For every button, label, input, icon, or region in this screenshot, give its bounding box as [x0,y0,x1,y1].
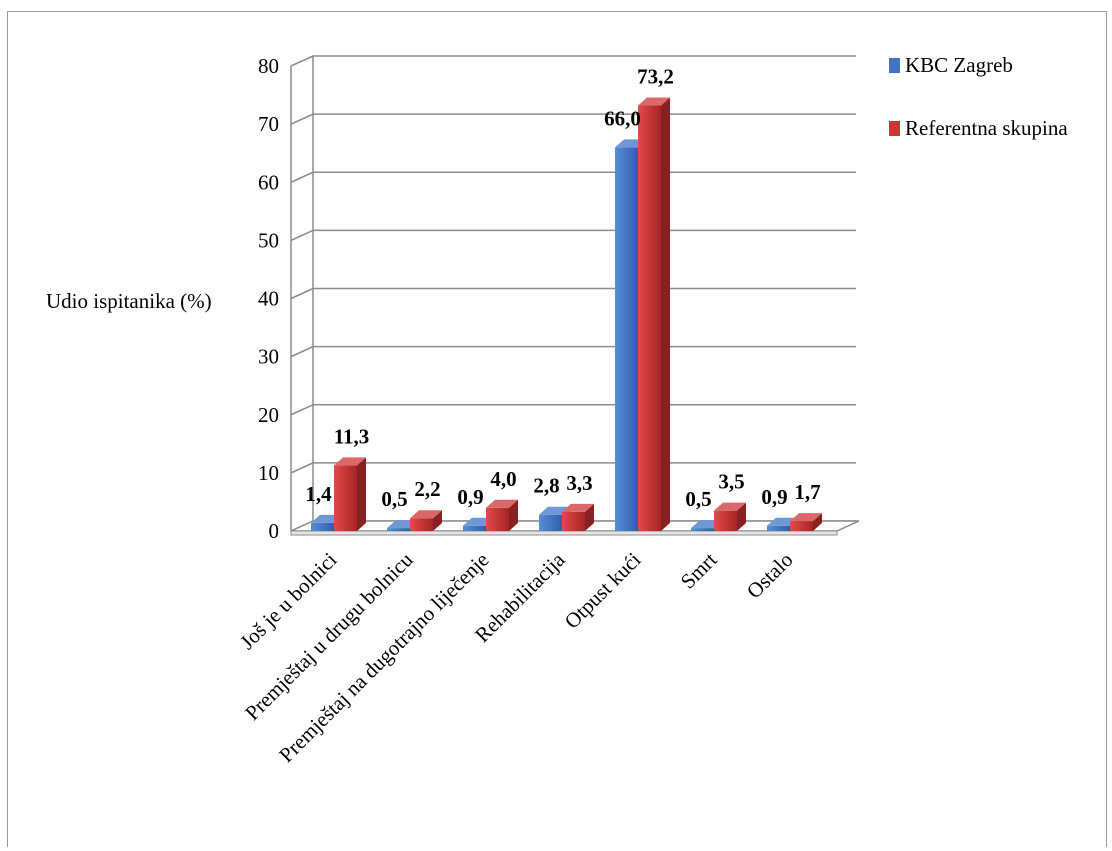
data-label: 0,5 [381,487,407,511]
bar-side [585,503,594,531]
data-label: 3,5 [718,470,744,494]
gridline [290,462,856,474]
data-labels: 1,4 11,3 0,5 2,2 0,9 4,0 2,8 3,3 66,0 73,2 0,5 3,5 0… [305,65,820,512]
data-label: 11,3 [334,424,370,448]
bar-side [509,499,518,531]
bar [562,503,594,531]
x-tick-label: Otpust kući [560,547,646,633]
data-label: 0,5 [685,487,711,511]
bar-front [539,514,562,531]
y-tick-label: 80 [258,54,279,78]
bar-front [615,147,638,531]
bar-front [691,528,714,531]
y-tick-label: 50 [258,228,279,252]
x-tick-label: Ostalo [742,548,798,604]
bar-front [790,521,813,531]
legend: KBC Zagreb Referentna skupina [889,53,1068,140]
y-tick-label: 0 [269,519,280,543]
y-axis-ticks: 0 10 20 30 40 50 60 70 80 [258,54,279,543]
bar-side [737,502,746,531]
legend-item: KBC Zagreb [889,53,1013,77]
gridlines [290,55,856,532]
legend-label: Referentna skupina [905,116,1068,140]
bar [638,97,670,532]
data-label: 2,8 [533,474,559,498]
data-label: 73,2 [637,65,674,89]
bar [714,502,746,531]
data-label: 3,3 [566,471,592,495]
bar-top [638,97,670,106]
bar [334,457,366,531]
floor-edge [290,530,838,536]
data-label: 4,0 [490,467,516,491]
y-axis-title: Udio ispitanika (%) [46,289,212,313]
bar-side [661,97,670,532]
bar-front [410,518,433,531]
y-tick-label: 30 [258,345,279,369]
bar-front [334,465,357,531]
bar-front [638,105,661,532]
x-tick-label: Smrt [676,547,722,593]
y-tick-label: 70 [258,112,279,136]
bar-front [486,507,509,531]
gridline [290,171,856,183]
data-label: 1,7 [794,480,820,504]
data-label: 0,9 [761,485,787,509]
bar-side [357,457,366,531]
bar-side [813,513,822,531]
data-label: 2,2 [414,477,440,501]
bar [486,499,518,531]
gridline [290,55,856,67]
y-tick-label: 60 [258,170,279,194]
bar-top [714,502,746,511]
gridline [290,229,856,242]
data-label: 1,4 [305,482,332,506]
chart-frame [7,11,1107,847]
bar [410,510,442,531]
y-tick-label: 40 [258,287,279,311]
bar-side [433,510,442,531]
bar-top [562,503,594,512]
legend-swatch [889,58,900,73]
y-tick-label: 20 [258,403,279,427]
gridline [290,287,856,300]
bar-front [311,522,334,531]
bar-top [334,457,366,466]
gridline [290,113,856,125]
data-label: 66,0 [604,106,641,130]
y-tick-label: 10 [258,461,279,485]
bar-top [410,510,442,519]
bar-front [767,525,790,531]
legend-swatch [889,121,900,136]
bar-top [790,513,822,522]
gridline [290,345,856,358]
bar-front [463,525,486,531]
bar-front [387,528,410,531]
legend-label: KBC Zagreb [905,53,1013,77]
bar-front [714,510,737,531]
gridline [290,403,856,416]
bars [311,97,822,532]
legend-item: Referentna skupina [889,116,1068,140]
bar [790,513,822,531]
data-label: 0,9 [457,485,483,509]
bar-top [486,499,518,508]
bar-front [562,511,585,531]
